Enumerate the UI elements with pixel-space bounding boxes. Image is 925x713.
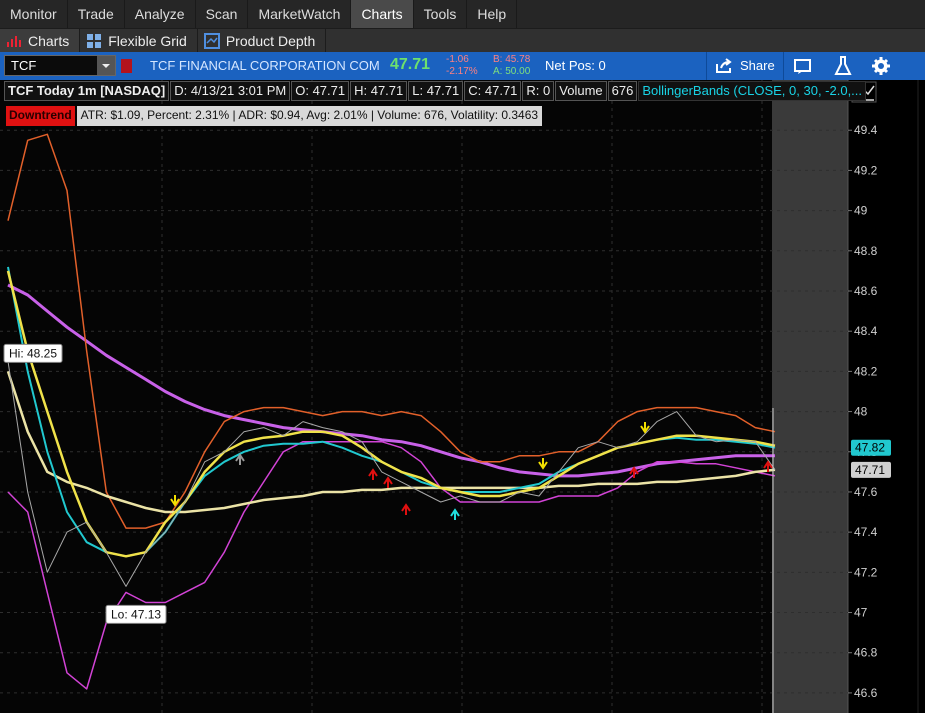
share-button[interactable]: Share	[706, 52, 784, 80]
y-tick-label: 48.6	[854, 284, 878, 298]
tab-label: Flexible Grid	[108, 32, 187, 49]
symbol: TCF	[11, 58, 37, 73]
y-tick-label: 47	[854, 606, 868, 620]
y-tick-label: 48	[854, 405, 868, 419]
y-tick-label: 49.2	[854, 163, 878, 177]
header-field: D: 4/13/21 3:01 PM	[170, 81, 291, 101]
series-line	[6, 371, 776, 514]
sub-tab[interactable]: Product Depth	[198, 28, 327, 53]
symbol-input[interactable]: TCF	[4, 55, 116, 76]
dropdown-arrow	[102, 64, 110, 68]
menu-item[interactable]: Tools	[414, 0, 468, 28]
series-line	[7, 133, 776, 529]
expansion-area	[772, 80, 848, 713]
price-tag-label: 47.71	[855, 463, 885, 477]
bid: B: 45.78	[493, 54, 531, 65]
chart-stats: Downtrend ATR: $1.09, Percent: 2.31% | A…	[6, 106, 543, 126]
net-position: Net Pos: 0	[545, 58, 606, 73]
hi-label: Hi: 48.25	[3, 343, 63, 363]
share-icon	[716, 58, 732, 73]
y-tick-label: 48.4	[854, 324, 878, 338]
stats-text: ATR: $1.09, Percent: 2.31% | ADR: $0.94,…	[76, 106, 543, 126]
y-tick-label: 47.6	[854, 485, 878, 499]
notes-icon[interactable]	[794, 58, 812, 74]
ask: A: 50.00	[493, 66, 531, 77]
header-field: L: 47.71	[408, 81, 464, 101]
menu-bar: Monitor Trade Analyze Scan MarketWatch Charts…	[0, 0, 925, 28]
net-change: -1.06	[446, 54, 469, 65]
tab-label: Charts	[28, 32, 70, 49]
header-field: TCF Today 1m [NASDAQ]	[4, 81, 170, 101]
pct-change: -2.17%	[446, 66, 478, 77]
last-price: 47.71	[390, 56, 431, 73]
menu-item[interactable]: Scan	[196, 0, 249, 28]
price-labels: Hi: 48.25 Lo: 47.13 47.82 47.71	[3, 343, 891, 624]
tab-icon	[7, 35, 21, 47]
company-name: TCF FINANCIAL CORPORATION COM	[150, 58, 380, 73]
hi-label-text: Hi: 48.25	[9, 346, 57, 360]
study-label: BollingerBands (CLOSE, 0, 30, -2.0,...	[638, 81, 867, 101]
price-axis	[848, 80, 925, 713]
quote-bar: TCF TCF FINANCIAL CORPORATION COM 47.71 …	[0, 52, 925, 80]
settings-icon[interactable]	[872, 57, 890, 75]
lab-icon[interactable]	[834, 56, 852, 76]
menu-item[interactable]: Help	[467, 0, 518, 28]
trend-badge: Downtrend	[6, 106, 75, 126]
hi-label-box	[3, 343, 63, 363]
y-tick-label: 47.4	[854, 525, 878, 539]
tab-icon	[87, 33, 102, 48]
alert-icon[interactable]	[121, 59, 132, 73]
price-tag-label: 47.82	[855, 441, 885, 455]
header-field: Volume	[555, 81, 607, 101]
sub-tab[interactable]: Charts	[0, 28, 81, 53]
y-tick-label: 46.6	[854, 686, 878, 700]
sub-tabs: Charts Flexible Grid Product Depth	[0, 28, 925, 53]
header-field: R: 0	[522, 81, 555, 101]
header-field: 676	[607, 81, 638, 101]
grid: 49.449.24948.848.648.448.24847.847.647.4…	[0, 123, 878, 700]
signal-arrows	[170, 422, 773, 520]
series-line	[6, 270, 776, 558]
series-line	[7, 283, 775, 478]
y-tick-label: 49.4	[854, 123, 878, 137]
lo-label-box	[105, 604, 167, 624]
series-line	[7, 440, 776, 690]
dropdown[interactable]	[97, 56, 115, 75]
lo-label: Lo: 47.13	[105, 604, 167, 624]
y-tick-label: 49	[854, 204, 868, 218]
menu-item[interactable]: MarketWatch	[248, 0, 352, 28]
header-field: C: 47.71	[464, 81, 522, 101]
header-field: H: 47.71	[350, 81, 408, 101]
price-tag	[851, 461, 891, 478]
header-field: O: 47.71	[291, 81, 350, 101]
menu-item[interactable]: Analyze	[125, 0, 196, 28]
tab-label: Product Depth	[225, 32, 316, 49]
series	[6, 133, 776, 690]
tab-icon	[203, 32, 220, 49]
menu-item[interactable]: Trade	[68, 0, 125, 28]
y-tick-label: 47.2	[854, 565, 878, 579]
share-label: Share	[740, 58, 775, 73]
menu-item[interactable]: Monitor	[0, 0, 68, 28]
sub-tab[interactable]: Flexible Grid	[80, 28, 198, 53]
menu-item[interactable]: Charts	[351, 0, 414, 28]
y-tick-label: 48.8	[854, 244, 878, 258]
price-tag	[851, 439, 891, 456]
price-chart: 49.449.24948.848.648.448.24847.847.647.4…	[0, 80, 925, 713]
y-tick-label: 48.2	[854, 364, 878, 378]
chart-header: TCF Today 1m [NASDAQ] D: 4/13/21 3:01 PM O…	[4, 81, 867, 101]
lo-label-text: Lo: 47.13	[111, 607, 161, 621]
y-tick-label: 46.8	[854, 646, 878, 660]
series-line	[7, 361, 776, 587]
